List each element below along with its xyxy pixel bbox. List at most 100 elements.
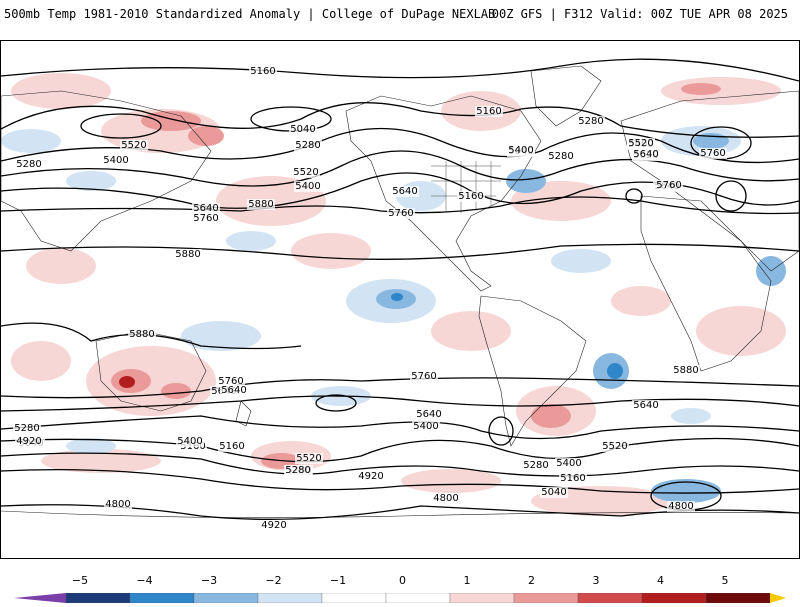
contour-label: 5760	[656, 180, 681, 191]
contour-label-bg	[632, 400, 660, 411]
colorbar-swatch	[65, 592, 131, 604]
colorbar-swatch	[641, 592, 707, 604]
colorbar-tick-label: −2	[265, 574, 282, 587]
contour-label-bg	[507, 145, 535, 156]
contour-label-bg	[475, 106, 503, 117]
contour-label: 5520	[296, 453, 321, 464]
colorbar-swatch	[385, 592, 451, 604]
colorbar-tick-label: 3	[592, 574, 600, 587]
contour-label-bg	[13, 423, 41, 434]
contour-label-bg	[176, 436, 204, 447]
contour-label: 5640	[221, 385, 246, 396]
contour-label-bg	[294, 181, 322, 192]
anomaly-map[interactable]: 5160504052805400552056405760588051605040…	[1, 41, 799, 558]
contour-label: 4800	[668, 501, 693, 512]
contour-label-bg	[295, 453, 323, 464]
contour-label: 5280	[523, 460, 548, 471]
contour-label-bg	[357, 471, 385, 482]
contour-label: 5520	[293, 167, 318, 178]
contour-label-bg	[672, 365, 700, 376]
contour-label: 4920	[16, 436, 41, 447]
contour-label-bg	[218, 441, 246, 452]
map-title: 500mb Temp 1981-2010 Standardized Anomal…	[4, 7, 496, 21]
contour-label-bg	[699, 148, 727, 159]
map-panel[interactable]: 5160504052805400552056405760588051605040…	[0, 40, 800, 559]
contour-label: 5520	[602, 441, 627, 452]
model-run-info: 00Z GFS | F312 Valid: 00Z TUE APR 08 202…	[491, 7, 788, 21]
contour-label: 5640	[193, 203, 218, 214]
contour-label: 5880	[129, 329, 154, 340]
contour-label: 5160	[560, 473, 585, 484]
contour-label-bg	[284, 465, 312, 476]
contour-label: 5640	[633, 400, 658, 411]
anomaly-shading	[1, 73, 786, 516]
contour-label-bg	[432, 493, 460, 504]
contour-label-bg	[601, 441, 629, 452]
contour-label-bg	[260, 520, 288, 531]
contour-label: 5400	[508, 145, 533, 156]
contour-label-bg	[174, 249, 202, 260]
contour-label-bg	[128, 329, 156, 340]
colorbar-swatch	[129, 592, 195, 604]
contour-label: 5520	[121, 140, 146, 151]
contour-label-bg	[391, 186, 419, 197]
contour-label: 4920	[261, 520, 286, 531]
contour-label: 5760	[218, 376, 243, 387]
contour-label-bg	[577, 116, 605, 127]
contour-label-bg	[249, 66, 277, 77]
colorbar-tick-label: 0	[399, 574, 406, 587]
colorbar-tick-label: −4	[136, 574, 153, 587]
contour-label: 5760	[700, 148, 725, 159]
contour-label: 5400	[103, 155, 128, 166]
contour-label-bg	[289, 124, 317, 135]
contour-label: 5880	[248, 199, 273, 210]
contour-label: 5640	[633, 149, 658, 160]
contour-label-bg	[387, 208, 415, 219]
contour-label: 5400	[295, 181, 320, 192]
contour-label-bg	[294, 140, 322, 151]
colorbar-min-extension	[14, 593, 66, 603]
contour-label-bg	[104, 499, 132, 510]
colorbar-swatch	[449, 592, 515, 604]
contour-label-bg	[247, 199, 275, 210]
colorbar-tick-label: 4	[657, 574, 664, 587]
contour-labels: 5160504052805400552056405760588051605040…	[13, 66, 727, 531]
colorbar-swatch	[321, 592, 387, 604]
contour-label: 5040	[541, 487, 566, 498]
contour-label-bg	[667, 501, 695, 512]
contour-label: 4800	[105, 499, 130, 510]
colorbar-max-extension	[770, 593, 786, 603]
colorbar-tick-label: 1	[463, 574, 471, 587]
colorbar-swatch	[513, 592, 579, 604]
contour-label-bg	[632, 149, 660, 160]
contour-label: 5400	[177, 436, 202, 447]
contour-label: 5640	[392, 186, 417, 197]
contour-label: 5880	[175, 249, 200, 260]
contour-label-bg	[555, 458, 583, 469]
colorbar-swatches	[14, 592, 786, 604]
contour-label: 5520	[628, 138, 653, 149]
contour-label-bg	[547, 151, 575, 162]
contour-label: 5280	[295, 140, 320, 151]
contour-label-bg	[220, 385, 248, 396]
coastlines	[1, 65, 799, 518]
contour-label: 5760	[411, 371, 436, 382]
contour-label-bg	[217, 376, 245, 387]
contour-label: 4920	[358, 471, 383, 482]
contour-label-bg	[292, 167, 320, 178]
contour-label: 5280	[16, 159, 41, 170]
colorbar-tick-label: −3	[200, 574, 218, 587]
contour-label-bg	[655, 180, 683, 191]
contour-label: 5280	[578, 116, 603, 127]
contour-label: 5280	[548, 151, 573, 162]
contour-label-bg	[559, 473, 587, 484]
colorbar-tick-label: −1	[329, 574, 347, 587]
colorbar-swatch	[193, 592, 259, 604]
contour-label-bg	[410, 371, 438, 382]
contour-label: 5760	[193, 213, 218, 224]
contour-label-bg	[15, 436, 43, 447]
colorbar-tick-label: −5	[71, 574, 89, 587]
contour-label: 5280	[14, 423, 39, 434]
contour-label-bg	[192, 213, 220, 224]
contour-label-bg	[457, 191, 485, 202]
